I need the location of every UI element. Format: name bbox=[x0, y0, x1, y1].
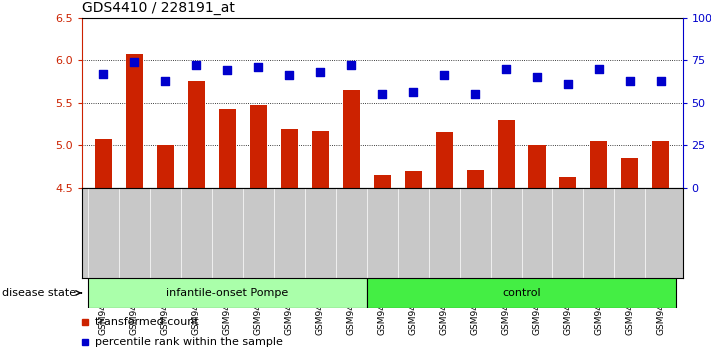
Point bbox=[439, 73, 450, 78]
Point bbox=[624, 78, 636, 84]
Bar bbox=[95, 139, 112, 188]
Text: infantile-onset Pompe: infantile-onset Pompe bbox=[166, 288, 289, 298]
Point bbox=[562, 81, 574, 87]
Bar bbox=[311, 131, 328, 188]
Bar bbox=[157, 145, 174, 188]
Text: percentile rank within the sample: percentile rank within the sample bbox=[95, 337, 283, 347]
Point bbox=[656, 78, 667, 84]
Bar bbox=[528, 145, 545, 188]
Point bbox=[284, 73, 295, 78]
Bar bbox=[367, 278, 676, 308]
Bar bbox=[343, 90, 360, 188]
Point bbox=[407, 90, 419, 95]
Bar bbox=[590, 141, 607, 188]
Bar bbox=[621, 158, 638, 188]
Point bbox=[531, 74, 542, 80]
Text: disease state: disease state bbox=[1, 288, 81, 298]
Bar bbox=[466, 170, 483, 188]
Point bbox=[222, 68, 233, 73]
Point bbox=[593, 66, 604, 72]
Text: GDS4410 / 228191_at: GDS4410 / 228191_at bbox=[82, 1, 235, 15]
Point bbox=[129, 59, 140, 65]
Point bbox=[377, 91, 388, 97]
Bar bbox=[560, 177, 577, 188]
Point bbox=[346, 62, 357, 68]
Text: transformed count: transformed count bbox=[95, 318, 199, 327]
Bar bbox=[498, 120, 515, 188]
Point bbox=[97, 71, 109, 76]
Text: control: control bbox=[502, 288, 541, 298]
Bar bbox=[219, 109, 236, 188]
Bar bbox=[250, 105, 267, 188]
Point bbox=[191, 62, 202, 68]
Bar bbox=[88, 278, 367, 308]
Point bbox=[160, 78, 171, 84]
Bar bbox=[374, 175, 390, 188]
Point bbox=[501, 66, 512, 72]
Bar bbox=[405, 171, 422, 188]
Bar bbox=[126, 54, 143, 188]
Point bbox=[314, 69, 326, 75]
Bar bbox=[281, 129, 298, 188]
Bar bbox=[436, 132, 453, 188]
Bar bbox=[188, 81, 205, 188]
Point bbox=[469, 91, 481, 97]
Bar bbox=[653, 141, 669, 188]
Point bbox=[252, 64, 264, 70]
